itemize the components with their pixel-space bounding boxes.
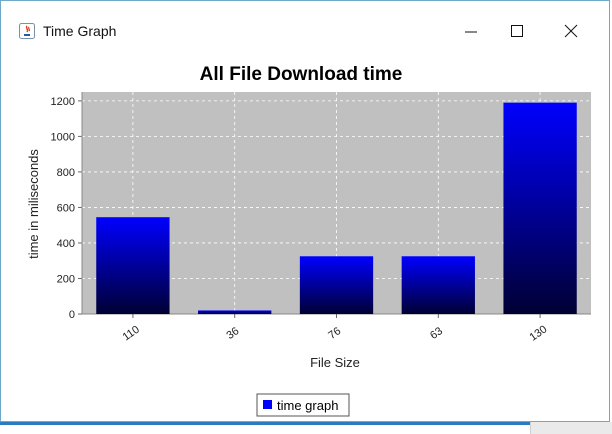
x-tick-label: 110 [121,324,142,344]
chart-title: All File Download time [200,64,403,85]
bar-chart: All File Download time 0 200 400 600 800 1000… [26,64,591,417]
legend-label: time graph [277,398,338,413]
bar [299,256,374,314]
y-tick-label: 800 [57,167,75,179]
legend: time graph [256,393,350,417]
y-tick-label: 200 [57,273,75,285]
bar [198,310,272,314]
time-graph-window: Time Graph All File Download time 0 200 40… [0,0,610,422]
bar [401,256,475,314]
plot-area: 0 200 400 600 800 1000 1200 110 36 76 63 130 [51,92,591,344]
close-icon [564,24,578,38]
y-tick-label: 0 [69,309,75,321]
legend-swatch [263,400,272,409]
taskbar-accent [0,422,530,425]
taskbar-corner [530,422,612,434]
y-tick-label: 1000 [51,131,75,143]
y-tick-label: 400 [57,238,75,250]
java-app-icon [19,23,35,39]
maximize-button[interactable] [495,15,539,47]
bar [503,102,577,314]
y-tick-label: 600 [57,202,75,214]
bar [96,217,170,314]
close-button[interactable] [549,15,593,47]
title-bar[interactable]: Time Graph [1,1,609,41]
x-tick-label: 130 [527,323,549,343]
minimize-button[interactable] [449,15,493,47]
x-axis-label: File Size [310,355,360,370]
legend-box [256,393,350,417]
y-tick-label: 1200 [51,96,75,108]
y-axis-label: time in miliseconds [26,149,41,259]
maximize-icon [511,25,523,37]
taskbar-strip [0,422,612,434]
x-tick-label: 63 [428,325,445,342]
minimize-icon [465,31,477,33]
x-tick-label: 36 [225,325,242,342]
window-title: Time Graph [43,23,117,39]
x-tick-label: 76 [326,325,343,342]
